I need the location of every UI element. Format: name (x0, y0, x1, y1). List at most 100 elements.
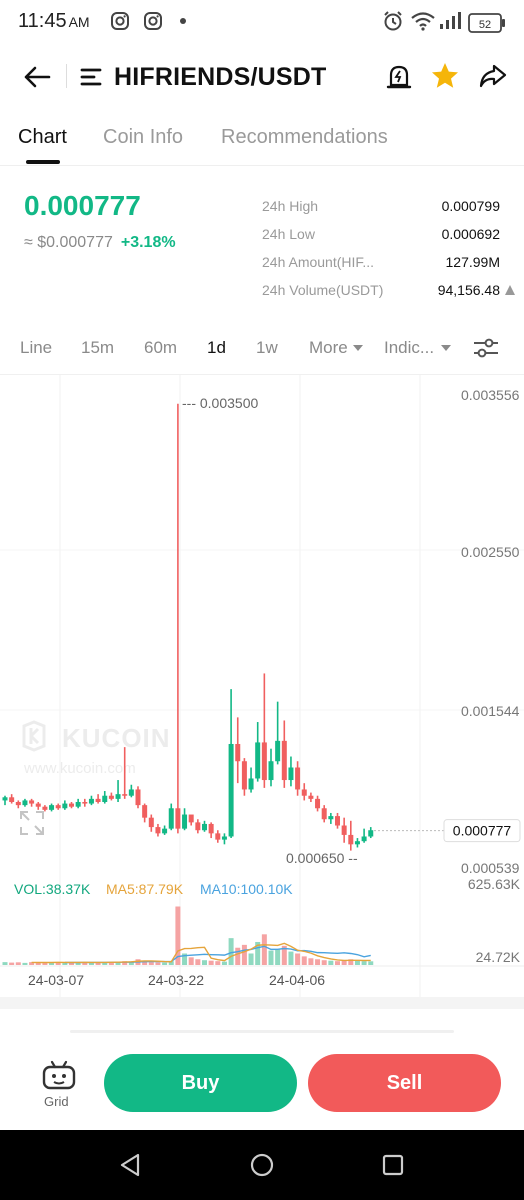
candle (215, 830, 221, 843)
candle (341, 817, 347, 843)
volume-bar (281, 945, 287, 965)
favorite-star-icon[interactable] (430, 61, 460, 91)
back-arrow-icon[interactable] (22, 64, 52, 90)
interval-60m[interactable]: 60m (144, 338, 178, 357)
interval-more[interactable]: More (309, 338, 364, 358)
stat-label-low: 24h Low (262, 226, 315, 242)
pair-menu-icon[interactable] (80, 66, 104, 88)
volume-bar (9, 962, 15, 965)
nav-back-icon[interactable] (118, 1152, 142, 1178)
stat-value-low: 0.000692 (441, 226, 500, 242)
sell-button[interactable]: Sell (308, 1054, 501, 1112)
candle-body (168, 808, 174, 829)
candle (301, 783, 307, 801)
candle (308, 792, 314, 802)
tab-recommendations[interactable]: Recommendations (221, 126, 388, 148)
volume-bar (348, 959, 354, 965)
volume-bar (62, 962, 68, 965)
candle (281, 720, 287, 788)
candle-body (2, 797, 8, 801)
indicators-dropdown[interactable]: Indic... (384, 338, 452, 358)
low-annotation: 0.000650 -- (286, 850, 358, 866)
candle (128, 784, 134, 798)
x-axis-label: 24-03-22 (148, 972, 204, 988)
tab-chart[interactable]: Chart (18, 126, 67, 148)
chart-settings-icon[interactable] (472, 336, 500, 360)
watermark-site: www.kucoin.com (23, 760, 136, 777)
volume-bar (235, 947, 241, 965)
candle-body (268, 761, 274, 781)
candle-body (255, 742, 261, 779)
candle-body (22, 800, 28, 806)
interval-1w[interactable]: 1w (256, 338, 278, 357)
candle (368, 827, 374, 839)
candle-body (308, 795, 314, 799)
volume-bar (255, 941, 261, 965)
volume-bar (35, 962, 41, 965)
nav-recents-icon[interactable] (381, 1153, 405, 1177)
x-axis-label: 24-04-06 (269, 972, 325, 988)
pair-title[interactable]: HIFRIENDS/USDT (114, 63, 327, 91)
candle (235, 717, 241, 784)
candle (29, 798, 35, 807)
candle (182, 808, 188, 831)
candle (321, 805, 327, 823)
bottom-sheet-edge (70, 1030, 454, 1033)
volume-bar (148, 962, 154, 965)
volume-bar (142, 960, 148, 965)
candle (155, 823, 161, 837)
candle (288, 756, 294, 787)
candle (328, 812, 334, 824)
candlestick-chart[interactable]: KUCOIN www.kucoin.com --- 0.003500 0.000… (0, 375, 524, 997)
stat-value-volume: 94,156.48 (437, 282, 500, 298)
candle-body (248, 778, 254, 790)
candle-body (295, 767, 301, 790)
nav-home-icon[interactable] (249, 1152, 275, 1178)
fiat-price-row: ≈ $0.000777 +3.18% (24, 234, 176, 252)
candle-body (235, 743, 241, 762)
candle-body (261, 742, 267, 781)
volume-bar (75, 962, 81, 965)
y-axis-label: 0.002550 (461, 544, 520, 560)
grid-bot-icon[interactable] (40, 1058, 78, 1092)
candle-body (328, 816, 334, 820)
grid-label[interactable]: Grid (44, 1094, 69, 1109)
tabs-divider (0, 165, 524, 166)
candle (88, 795, 94, 806)
price-axis: 0.003556 0.002550 0.001544 0.000539 (461, 387, 520, 876)
wifi-icon (411, 12, 435, 31)
volume-bars (2, 906, 374, 965)
volume-bar (42, 962, 48, 965)
price-alert-icon[interactable] (386, 63, 412, 91)
candle-body (188, 814, 194, 823)
expand-chart-icon[interactable] (20, 811, 44, 835)
candle-body (88, 798, 94, 804)
volume-bar (182, 953, 188, 965)
candle (2, 795, 8, 806)
buy-button[interactable]: Buy (104, 1054, 297, 1112)
volume-bar (301, 956, 307, 965)
ma5-line (31, 942, 371, 964)
candle (255, 722, 261, 782)
candle-body (348, 834, 354, 845)
volume-bar (188, 957, 194, 965)
time-axis: 24-03-07 24-03-22 24-04-06 (28, 972, 325, 988)
share-icon[interactable] (478, 62, 508, 90)
interval-1d[interactable]: 1d (207, 338, 226, 357)
volume-bar (228, 938, 234, 965)
volume-bar (308, 958, 314, 965)
candle-body (69, 803, 74, 807)
price-change-percent: +3.18% (120, 234, 176, 251)
candles (2, 403, 374, 851)
candle (122, 747, 128, 799)
alarm-icon (384, 11, 402, 31)
tab-coin-info[interactable]: Coin Info (103, 126, 184, 148)
interval-15m[interactable]: 15m (81, 338, 115, 357)
candle-body (288, 767, 294, 781)
ma5-label: MA5:87.79K (106, 881, 184, 897)
candle-body (142, 805, 148, 818)
volume-bar (315, 959, 321, 965)
volume-bar (29, 962, 35, 965)
fiat-price: ≈ $0.000777 (24, 234, 113, 251)
interval-line[interactable]: Line (20, 338, 53, 357)
